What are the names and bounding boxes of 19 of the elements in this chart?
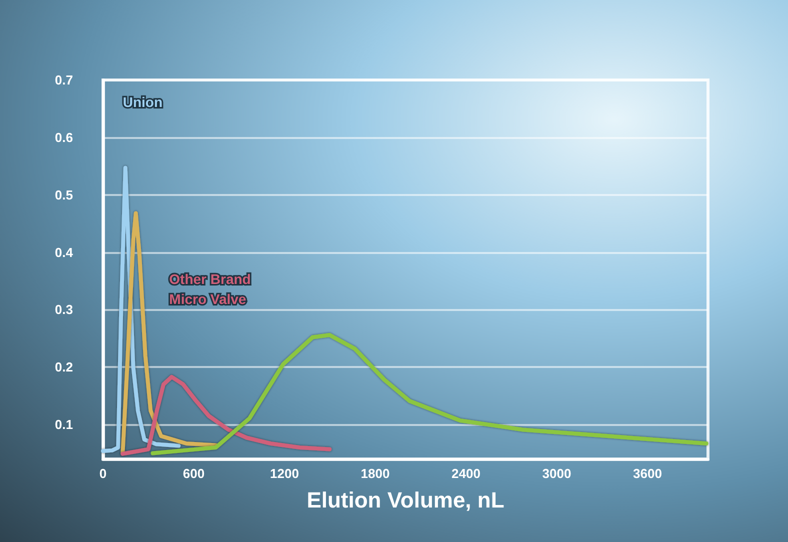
line-series: [150, 332, 708, 456]
y-tick-label: 0.4: [54, 244, 74, 260]
x-tick-label: 3000: [542, 466, 572, 481]
x-tick-label: 1200: [270, 466, 299, 481]
x-tick-label: 0: [99, 466, 107, 481]
x-tick-label: 3600: [633, 466, 662, 481]
x-tick-label: 600: [182, 466, 205, 481]
y-tick-label: 0.3: [54, 302, 73, 318]
text: Other Brand Micro Valve: [169, 270, 255, 307]
line-series: [120, 374, 332, 456]
y-tick-label: 0.7: [54, 72, 73, 88]
x-axis-title: Elution Volume, nL: [306, 488, 504, 512]
y-tick-label: 0.5: [54, 187, 73, 202]
x-tick-label: 1800: [360, 466, 390, 481]
text: Union: [122, 94, 163, 110]
y-tick-label: 0.6: [54, 130, 73, 145]
y-tick-label: 0.1: [54, 417, 73, 432]
x-tick-label: 2400: [452, 466, 480, 481]
y-tick-label: 0.2: [54, 360, 73, 375]
